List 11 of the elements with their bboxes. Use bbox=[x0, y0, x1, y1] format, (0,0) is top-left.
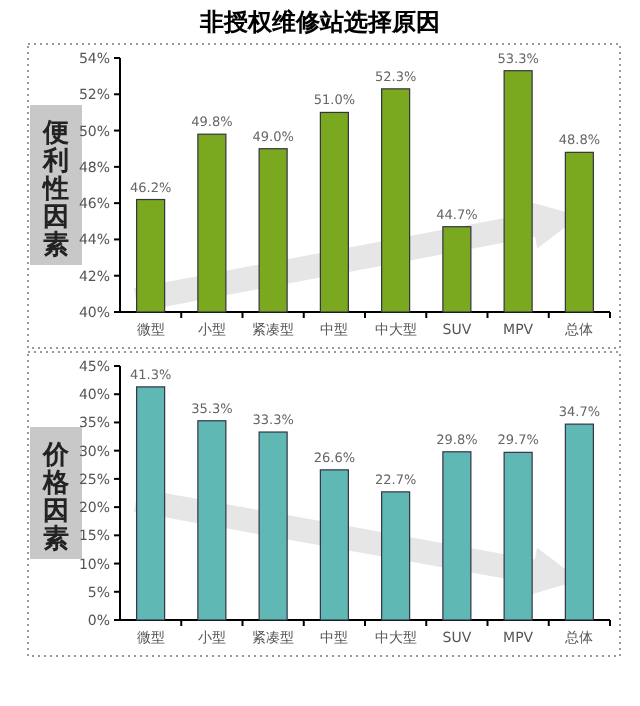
y-axis-title: 便利性因素 bbox=[41, 119, 69, 261]
bar bbox=[381, 491, 411, 621]
y-axis-title: 价格因素 bbox=[41, 441, 71, 555]
bar bbox=[136, 386, 166, 621]
bar bbox=[197, 420, 227, 621]
bar bbox=[503, 451, 533, 621]
bar bbox=[442, 451, 472, 621]
bar bbox=[319, 469, 349, 621]
chart-title: 非授权维修站选择原因 bbox=[198, 8, 440, 36]
bar bbox=[564, 423, 594, 621]
bar bbox=[258, 431, 288, 621]
